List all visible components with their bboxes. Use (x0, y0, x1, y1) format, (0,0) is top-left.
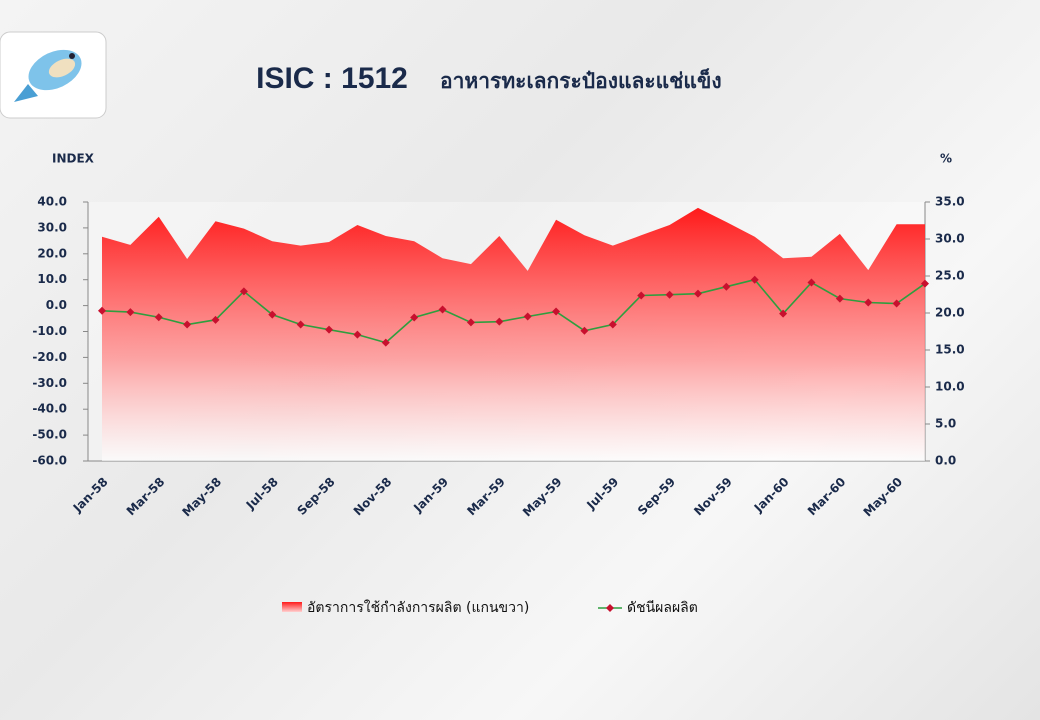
marker (183, 320, 192, 329)
x-tick-label: Sep-59 (635, 475, 678, 518)
marker (722, 282, 731, 291)
marker (523, 312, 532, 321)
marker (495, 317, 504, 326)
y2-tick-label: 35.0 (935, 195, 965, 209)
marker (892, 299, 901, 308)
subtitle: อาหารทะเลกระป๋องและแช่แข็ง (440, 67, 722, 93)
x-tick-label: Jul-59 (583, 475, 621, 513)
marker (807, 278, 816, 287)
marker (98, 306, 106, 315)
x-tick-label: May-58 (179, 475, 224, 520)
y2-tick-label: 30.0 (935, 232, 965, 246)
y2-tick-label: 10.0 (935, 380, 965, 394)
y-tick-label: 10.0 (37, 272, 67, 286)
marker (608, 320, 617, 329)
x-tick-label: May-59 (520, 475, 565, 520)
marker (353, 330, 362, 339)
y2-axis-label: % (940, 152, 952, 166)
marker (637, 291, 646, 300)
marker (438, 305, 447, 314)
marker (239, 287, 248, 296)
marker (211, 315, 220, 324)
marker (665, 290, 674, 299)
y2-tick-label: 25.0 (935, 269, 965, 283)
marker (693, 289, 702, 298)
y-tick-label: -20.0 (32, 350, 67, 364)
area (102, 207, 925, 461)
y2-tick-label: 15.0 (935, 343, 965, 357)
marker (580, 326, 589, 335)
x-tick-label: Mar-58 (124, 475, 168, 519)
marker (750, 275, 759, 284)
y-tick-label: 20.0 (37, 246, 67, 260)
x-tick-label: Nov-59 (691, 475, 735, 519)
line (101, 278, 926, 344)
y-tick-label: -30.0 (32, 376, 67, 390)
marker (268, 310, 277, 319)
marker (296, 320, 305, 329)
x-tick-label: Jan-59 (410, 475, 451, 516)
legend-label: อัตราการใช้กำลังการผลิต (แกนขวา) (307, 599, 529, 616)
legend-marker (606, 604, 614, 612)
marker (126, 308, 135, 317)
y-tick-label: 30.0 (37, 220, 67, 234)
y-tick-label: -50.0 (32, 428, 67, 442)
marker (466, 318, 475, 327)
x-tick-label: Jul-58 (243, 475, 281, 513)
marker (864, 298, 873, 307)
marker (154, 313, 163, 322)
title: ISIC : 1512 (256, 62, 408, 95)
x-tick-label: Jan-58 (70, 475, 111, 516)
marker (835, 294, 844, 303)
fish-icon (14, 49, 82, 102)
y-tick-label: 40.0 (37, 195, 67, 209)
x-tick-label: May-60 (861, 475, 906, 520)
x-tick-label: Mar-59 (464, 475, 508, 519)
marker (325, 325, 334, 334)
marker (381, 338, 390, 347)
y2-tick-label: 0.0 (935, 454, 956, 468)
marker (410, 313, 419, 322)
marker (921, 279, 929, 288)
y2-tick-label: 5.0 (935, 417, 956, 431)
y2-tick-label: 20.0 (935, 306, 965, 320)
x-tick-label: Sep-58 (294, 475, 337, 518)
x-tick-label: Jan-60 (751, 475, 792, 516)
x-tick-label: Mar-60 (805, 475, 849, 519)
y-axis-label: INDEX (52, 152, 95, 166)
y-tick-label: -40.0 (32, 402, 67, 416)
y-tick-label: -10.0 (32, 324, 67, 338)
y-tick-label: -60.0 (32, 454, 67, 468)
marker (552, 307, 561, 316)
legend-swatch (282, 602, 302, 612)
x-tick-label: Nov-58 (351, 475, 395, 519)
y-tick-label: 0.0 (46, 298, 67, 312)
legend-label: ดัชนีผลผลิต (627, 600, 698, 616)
marker (779, 309, 788, 318)
